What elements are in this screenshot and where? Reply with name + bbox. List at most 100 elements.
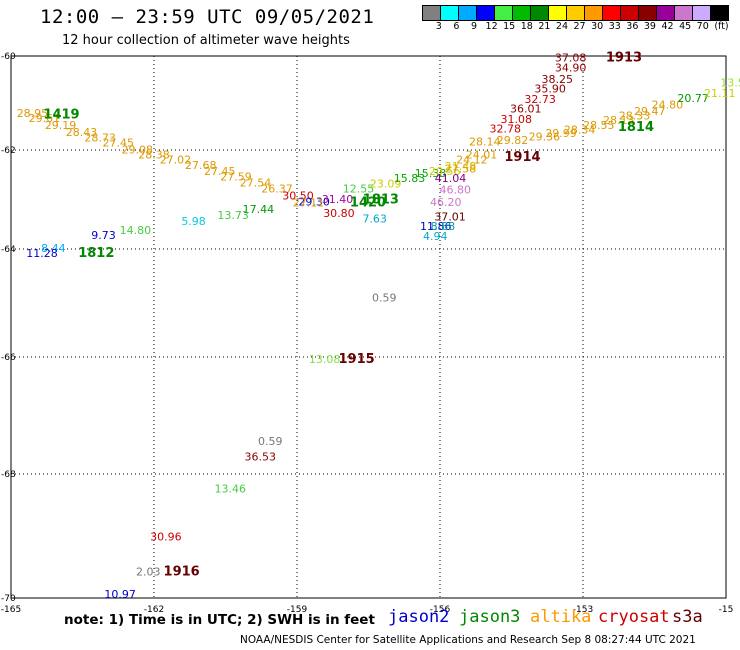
wave-height-value: 30.96 [150, 530, 182, 543]
colorbar-unit: (ft) [714, 21, 729, 32]
wave-height-value: 7.63 [362, 212, 387, 225]
wave-height-value: 31.08 [501, 113, 533, 126]
wave-height-value: 35.90 [534, 83, 566, 96]
latitude-tick-label: -66 [1, 353, 16, 363]
wave-height-value: 27.59 [220, 171, 252, 184]
colorbar-swatch [513, 6, 531, 20]
wave-height-value: 28.13 [603, 114, 635, 127]
colorbar-tick-label: 24 [555, 21, 568, 32]
colorbar-labels: 3 6 9 12 15 18 21 24 27 30 33 36 39 42 45 70 (ft) [422, 21, 732, 32]
wave-height-value: 26.37 [261, 183, 293, 196]
wave-height-value: 38.25 [542, 73, 574, 86]
colorbar-swatch [495, 6, 513, 20]
legend-jason2: jason2 [388, 607, 450, 627]
legend-jason3: jason3 [459, 607, 521, 627]
wave-height-value: 28.38 [138, 148, 170, 161]
credit-line: NOAA/NESDIS Center for Satellite Applica… [240, 634, 696, 646]
colorbar-tick-label: 18 [520, 21, 533, 32]
latitude-tick-label: -68 [1, 470, 16, 480]
colorbar-tick-label: 39 [643, 21, 656, 32]
wave-height-value: 27.45 [204, 165, 236, 178]
colorbar-swatch [585, 6, 603, 20]
wave-height-value: 46.20 [430, 196, 462, 209]
longitude-tick-label: -15 [719, 605, 734, 615]
wave-height-value: 28.33 [619, 109, 651, 122]
colorbar-swatch [603, 6, 621, 20]
colorbar-tick-label: 27 [573, 21, 586, 32]
wave-height-value: 15.83 [394, 172, 426, 185]
colorbar-swatch [549, 6, 567, 20]
pass-time-label: 1813 [363, 192, 399, 207]
wave-height-value: 28.73 [84, 132, 116, 145]
wave-height-value: 29.30 [298, 195, 330, 208]
wave-height-value: 34.90 [555, 62, 587, 75]
wave-height-value: 28.14 [469, 135, 501, 148]
latitude-tick-label: -62 [1, 146, 16, 156]
colorbar-swatch [711, 6, 728, 20]
wave-height-value: 17.44 [243, 203, 275, 216]
wave-height-value: 21.48 [445, 160, 477, 173]
wave-height-value: 0.59 [372, 291, 397, 304]
pass-time-label: 1915 [338, 352, 374, 367]
colorbar-tick-label: 45 [679, 21, 692, 32]
longitude-tick-label: -165 [1, 605, 21, 615]
wave-height-value: 14.80 [120, 224, 152, 237]
pass-time-label: 1419 [43, 108, 79, 123]
colorbar-tick-label: 3 [435, 21, 442, 32]
wave-height-value: 29.99 [545, 127, 577, 140]
wave-height-value: 27.02 [160, 153, 192, 166]
map-frame [10, 55, 727, 599]
pass-time-label: 1814 [618, 120, 654, 135]
wave-height-value: 21.11 [704, 87, 736, 100]
wave-height-value: 37.01 [434, 210, 466, 223]
colorbar-tick-label: 42 [661, 21, 674, 32]
wave-height-value: 29.61 [29, 112, 61, 125]
wave-height-value: 27.45 [103, 137, 135, 150]
longitude-tick-label: -156 [430, 605, 451, 615]
colorbar-tick-label: 70 [696, 21, 709, 32]
wave-height-value: 24.01 [466, 148, 498, 161]
colorbar-swatch [567, 6, 585, 20]
wave-height-value: 12.55 [343, 183, 375, 196]
colorbar-swatch [621, 6, 639, 20]
legend-altika: altika [530, 607, 592, 627]
wave-height-value: 13.46 [215, 483, 247, 496]
wave-height-value: 29.47 [634, 105, 666, 118]
wave-height-value: 13.73 [217, 209, 249, 222]
pass-time-label: 1812 [78, 246, 114, 261]
colorbar-swatch [657, 6, 675, 20]
colorbar-swatch [441, 6, 459, 20]
wave-height-value: 36.01 [510, 102, 542, 115]
wave-height-value: 28.43 [66, 126, 98, 139]
colorbar-swatch [639, 6, 657, 20]
wave-height-value: 23.09 [370, 178, 402, 191]
longitude-tick-label: -162 [144, 605, 164, 615]
wave-height-value: 2.03 [136, 566, 161, 579]
wave-height-value: 4.94 [423, 230, 448, 243]
wave-height-value: 10.97 [104, 588, 136, 601]
colorbar-tick-label: 21 [538, 21, 551, 32]
colorbar-swatch [693, 6, 711, 20]
wave-height-value: 27.54 [240, 177, 272, 190]
wave-height-value: 27.58 [445, 162, 477, 175]
wave-height-value: 41.04 [435, 172, 467, 185]
legend-s3a: s3a [672, 607, 703, 627]
colorbar-swatch [459, 6, 477, 20]
longitude-tick-label: -159 [287, 605, 308, 615]
latitude-tick-label: -64 [1, 245, 16, 255]
wave-height-value: 20.77 [677, 92, 709, 105]
wave-height-value: 20.56 [429, 165, 461, 178]
wave-height-value: 13.53 [720, 77, 740, 90]
wave-height-value: 13.08 [309, 353, 341, 366]
wave-height-value: 29.19 [45, 119, 77, 132]
colorbar-tick-label: 12 [485, 21, 498, 32]
map-title: 12:00 – 23:59 UTC 09/05/2021 [40, 6, 375, 28]
wave-height-value: 28.55 [583, 119, 615, 132]
colorbar-tick-label: 15 [503, 21, 516, 32]
latitude-tick-label: -70 [1, 594, 16, 604]
wave-height-value: 28.34 [564, 124, 596, 137]
pass-time-label: 1420 [350, 195, 386, 210]
wave-height-value: 24.12 [456, 153, 488, 166]
wave-height-value: 24.80 [652, 99, 684, 112]
